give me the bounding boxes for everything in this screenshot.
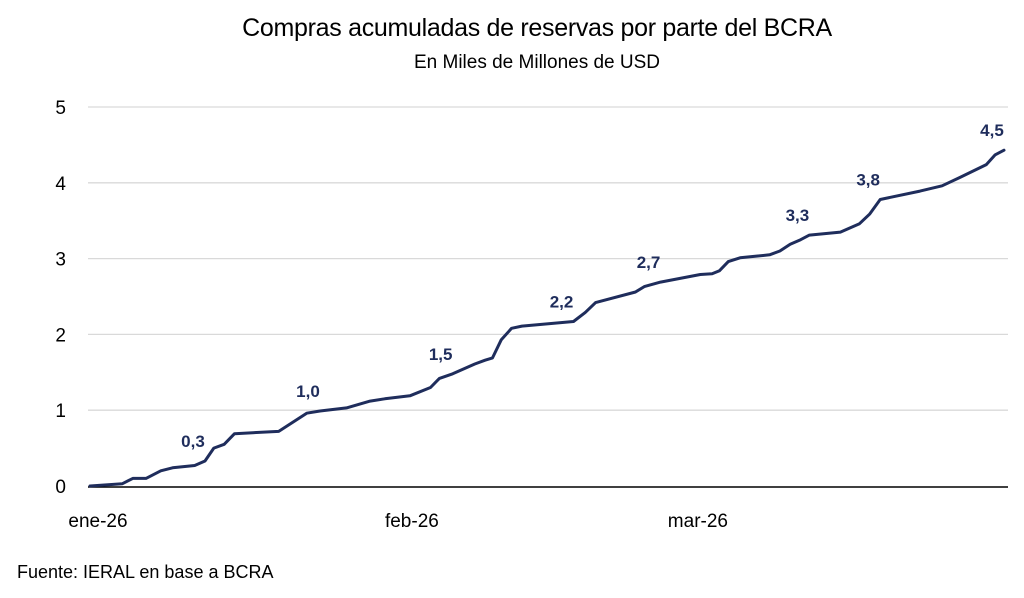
x-tick-label: ene-26 (68, 511, 127, 532)
y-tick-label: 0 (55, 477, 66, 498)
y-tick-label: 3 (55, 250, 66, 271)
chart-title: Compras acumuladas de reservas por parte… (242, 14, 832, 42)
data-label: 1,5 (429, 345, 453, 364)
y-tick-label: 2 (55, 325, 66, 346)
data-label: 1,0 (296, 382, 320, 401)
data-label: 2,2 (550, 293, 574, 312)
data-label: 2,7 (637, 253, 661, 272)
data-label: 4,5 (980, 121, 1004, 140)
series-group (88, 148, 1006, 488)
data-labels: 0,3 1,0 1,5 2,2 2,7 3,3 3,8 4,5 (181, 121, 1004, 451)
data-label: 3,3 (786, 206, 810, 225)
chart-subtitle: En Miles de Millones de USD (413, 52, 661, 73)
source-note: Fuente: IERAL en base a BCRA (17, 562, 274, 582)
y-tick-label: 5 (55, 98, 66, 119)
data-label: 3,8 (856, 170, 880, 189)
data-label: 0,3 (181, 432, 205, 451)
x-axis: ene-26 feb-26 mar-26 (68, 486, 1008, 532)
x-tick-label: mar-26 (668, 511, 728, 532)
y-axis-ticks: 0 1 2 3 4 5 (55, 98, 66, 498)
x-tick-label: feb-26 (385, 511, 439, 532)
series-line (88, 148, 1006, 488)
y-tick-label: 1 (55, 401, 66, 422)
gridlines (88, 106, 1008, 411)
y-tick-label: 4 (55, 174, 66, 195)
